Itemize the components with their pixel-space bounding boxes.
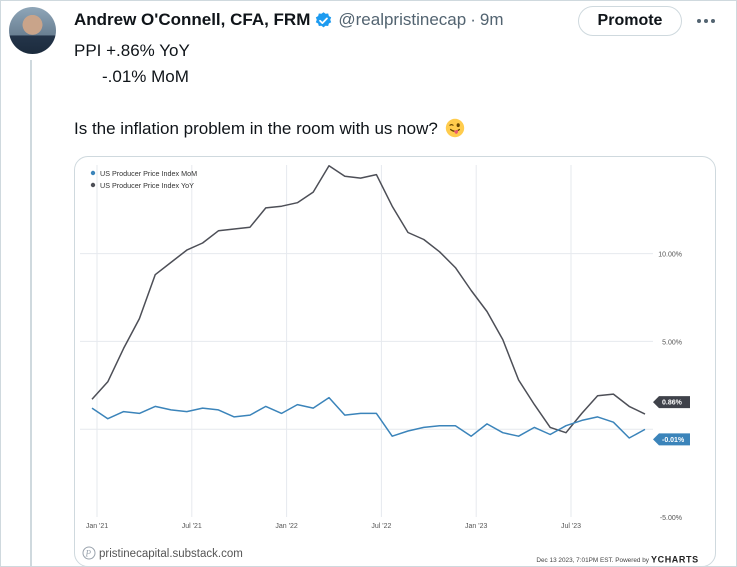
ppi-chart: US Producer Price Index MoM US Producer …	[80, 165, 699, 565]
tweet-text-question: Is the inflation problem in the room wit…	[74, 119, 438, 138]
author-name[interactable]: Andrew O'Connell, CFA, FRM	[74, 10, 311, 29]
end-label-mom: -0.01%	[653, 433, 690, 446]
x-tick-label: Jan '22	[275, 523, 297, 530]
y-tick-label: 5.00%	[662, 339, 682, 346]
verified-badge-icon	[314, 11, 333, 30]
chart-image-card[interactable]: US Producer Price Index MoM US Producer …	[74, 156, 716, 567]
chart-x-ticks: Jan '21 Jul '21 Jan '22 Jul '22 Jan '23 Jul '…	[86, 523, 581, 530]
svg-text:0.86%: 0.86%	[662, 400, 683, 407]
chart-end-labels: 0.86% -0.01%	[653, 396, 690, 446]
legend-label-yoy: US Producer Price Index YoY	[100, 181, 194, 190]
x-tick-label: Jul '23	[561, 523, 581, 530]
tweet-text-line-2: -.01% MoM	[102, 67, 189, 86]
x-tick-label: Jul '22	[371, 523, 391, 530]
series-line-yoy	[91, 165, 646, 434]
chart-series	[91, 165, 646, 439]
chart-footer: P pristinecapital.substack.com Dec 13 20…	[82, 546, 699, 565]
more-dots-icon[interactable]	[694, 10, 718, 32]
chart-y-ticks: 10.00% 5.00% -5.00%	[658, 252, 682, 522]
end-label-yoy: 0.86%	[653, 396, 690, 409]
winking-face-with-tongue-icon	[445, 118, 465, 138]
x-tick-label: Jan '21	[86, 523, 108, 530]
ycharts-logo: YCHARTS	[651, 555, 699, 565]
svg-text:-0.01%: -0.01%	[662, 437, 685, 444]
tweet-timestamp[interactable]: 9m	[479, 10, 504, 29]
tweet-text-line-3: Is the inflation problem in the room wit…	[74, 118, 465, 139]
promote-button[interactable]: Promote	[578, 6, 682, 36]
legend-label-mom: US Producer Price Index MoM	[100, 169, 197, 178]
tweet-header: Andrew O'Connell, CFA, FRM @realpristine…	[74, 8, 504, 32]
series-line-mom	[91, 396, 646, 439]
meta-separator: ·	[470, 10, 476, 29]
svg-text:P: P	[85, 549, 92, 559]
x-tick-label: Jul '21	[182, 523, 202, 530]
author-handle[interactable]: @realpristinecap	[338, 10, 467, 29]
y-tick-label: -5.00%	[660, 515, 682, 522]
pristine-logo-icon: P	[82, 546, 96, 560]
legend-marker-yoy	[90, 182, 96, 188]
avatar[interactable]	[9, 7, 56, 54]
footer-source-text: pristinecapital.substack.com	[99, 548, 243, 560]
chart-gridlines	[80, 165, 653, 517]
thread-connector-line	[30, 60, 32, 567]
legend-marker-mom	[90, 170, 96, 176]
x-tick-label: Jan '23	[465, 523, 487, 530]
footer-timestamp-text: Dec 13 2023, 7:01PM EST. Powered by	[536, 557, 649, 564]
chart-legend: US Producer Price Index MoM US Producer …	[90, 169, 197, 190]
tweet-text-line-1: PPI +.86% YoY	[74, 41, 190, 60]
y-tick-label: 10.00%	[658, 252, 682, 259]
